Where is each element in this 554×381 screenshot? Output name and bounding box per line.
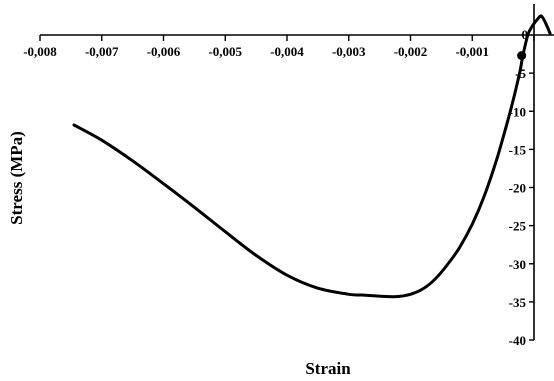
x-tick-label: -0,001 [455, 44, 489, 59]
x-axis-ticks: -0,008 -0,007 -0,006 -0,005 -0,004 -0,003 -0,0… [23, 27, 535, 59]
y-tick-label: -20 [509, 181, 526, 196]
x-tick-label: 0 [522, 27, 529, 42]
y-tick-label: -10 [509, 104, 526, 119]
y-tick-label: -30 [509, 257, 526, 272]
x-tick-label: -0,006 [147, 44, 181, 59]
x-tick-label: -0,005 [208, 44, 242, 59]
y-axis-title: Stress (MPa) [7, 131, 26, 225]
y-tick-label: -35 [509, 295, 527, 310]
y-tick-label: -25 [509, 219, 527, 234]
y-tick-label: -15 [509, 142, 527, 157]
x-axis-title: Strain [305, 359, 351, 378]
y-tick-label: -40 [509, 333, 526, 348]
data-point-marker [517, 51, 527, 61]
x-tick-label: -0,002 [394, 44, 428, 59]
x-tick-label: -0,007 [85, 44, 119, 59]
plot-area: -0,008 -0,007 -0,006 -0,005 -0,004 -0,003 -0,0… [23, 4, 554, 348]
x-tick-label: -0,008 [23, 44, 57, 59]
x-tick-label: -0,004 [270, 44, 304, 59]
x-tick-label: -0,003 [332, 44, 366, 59]
data-markers [517, 51, 527, 61]
series-line [72, 14, 552, 299]
